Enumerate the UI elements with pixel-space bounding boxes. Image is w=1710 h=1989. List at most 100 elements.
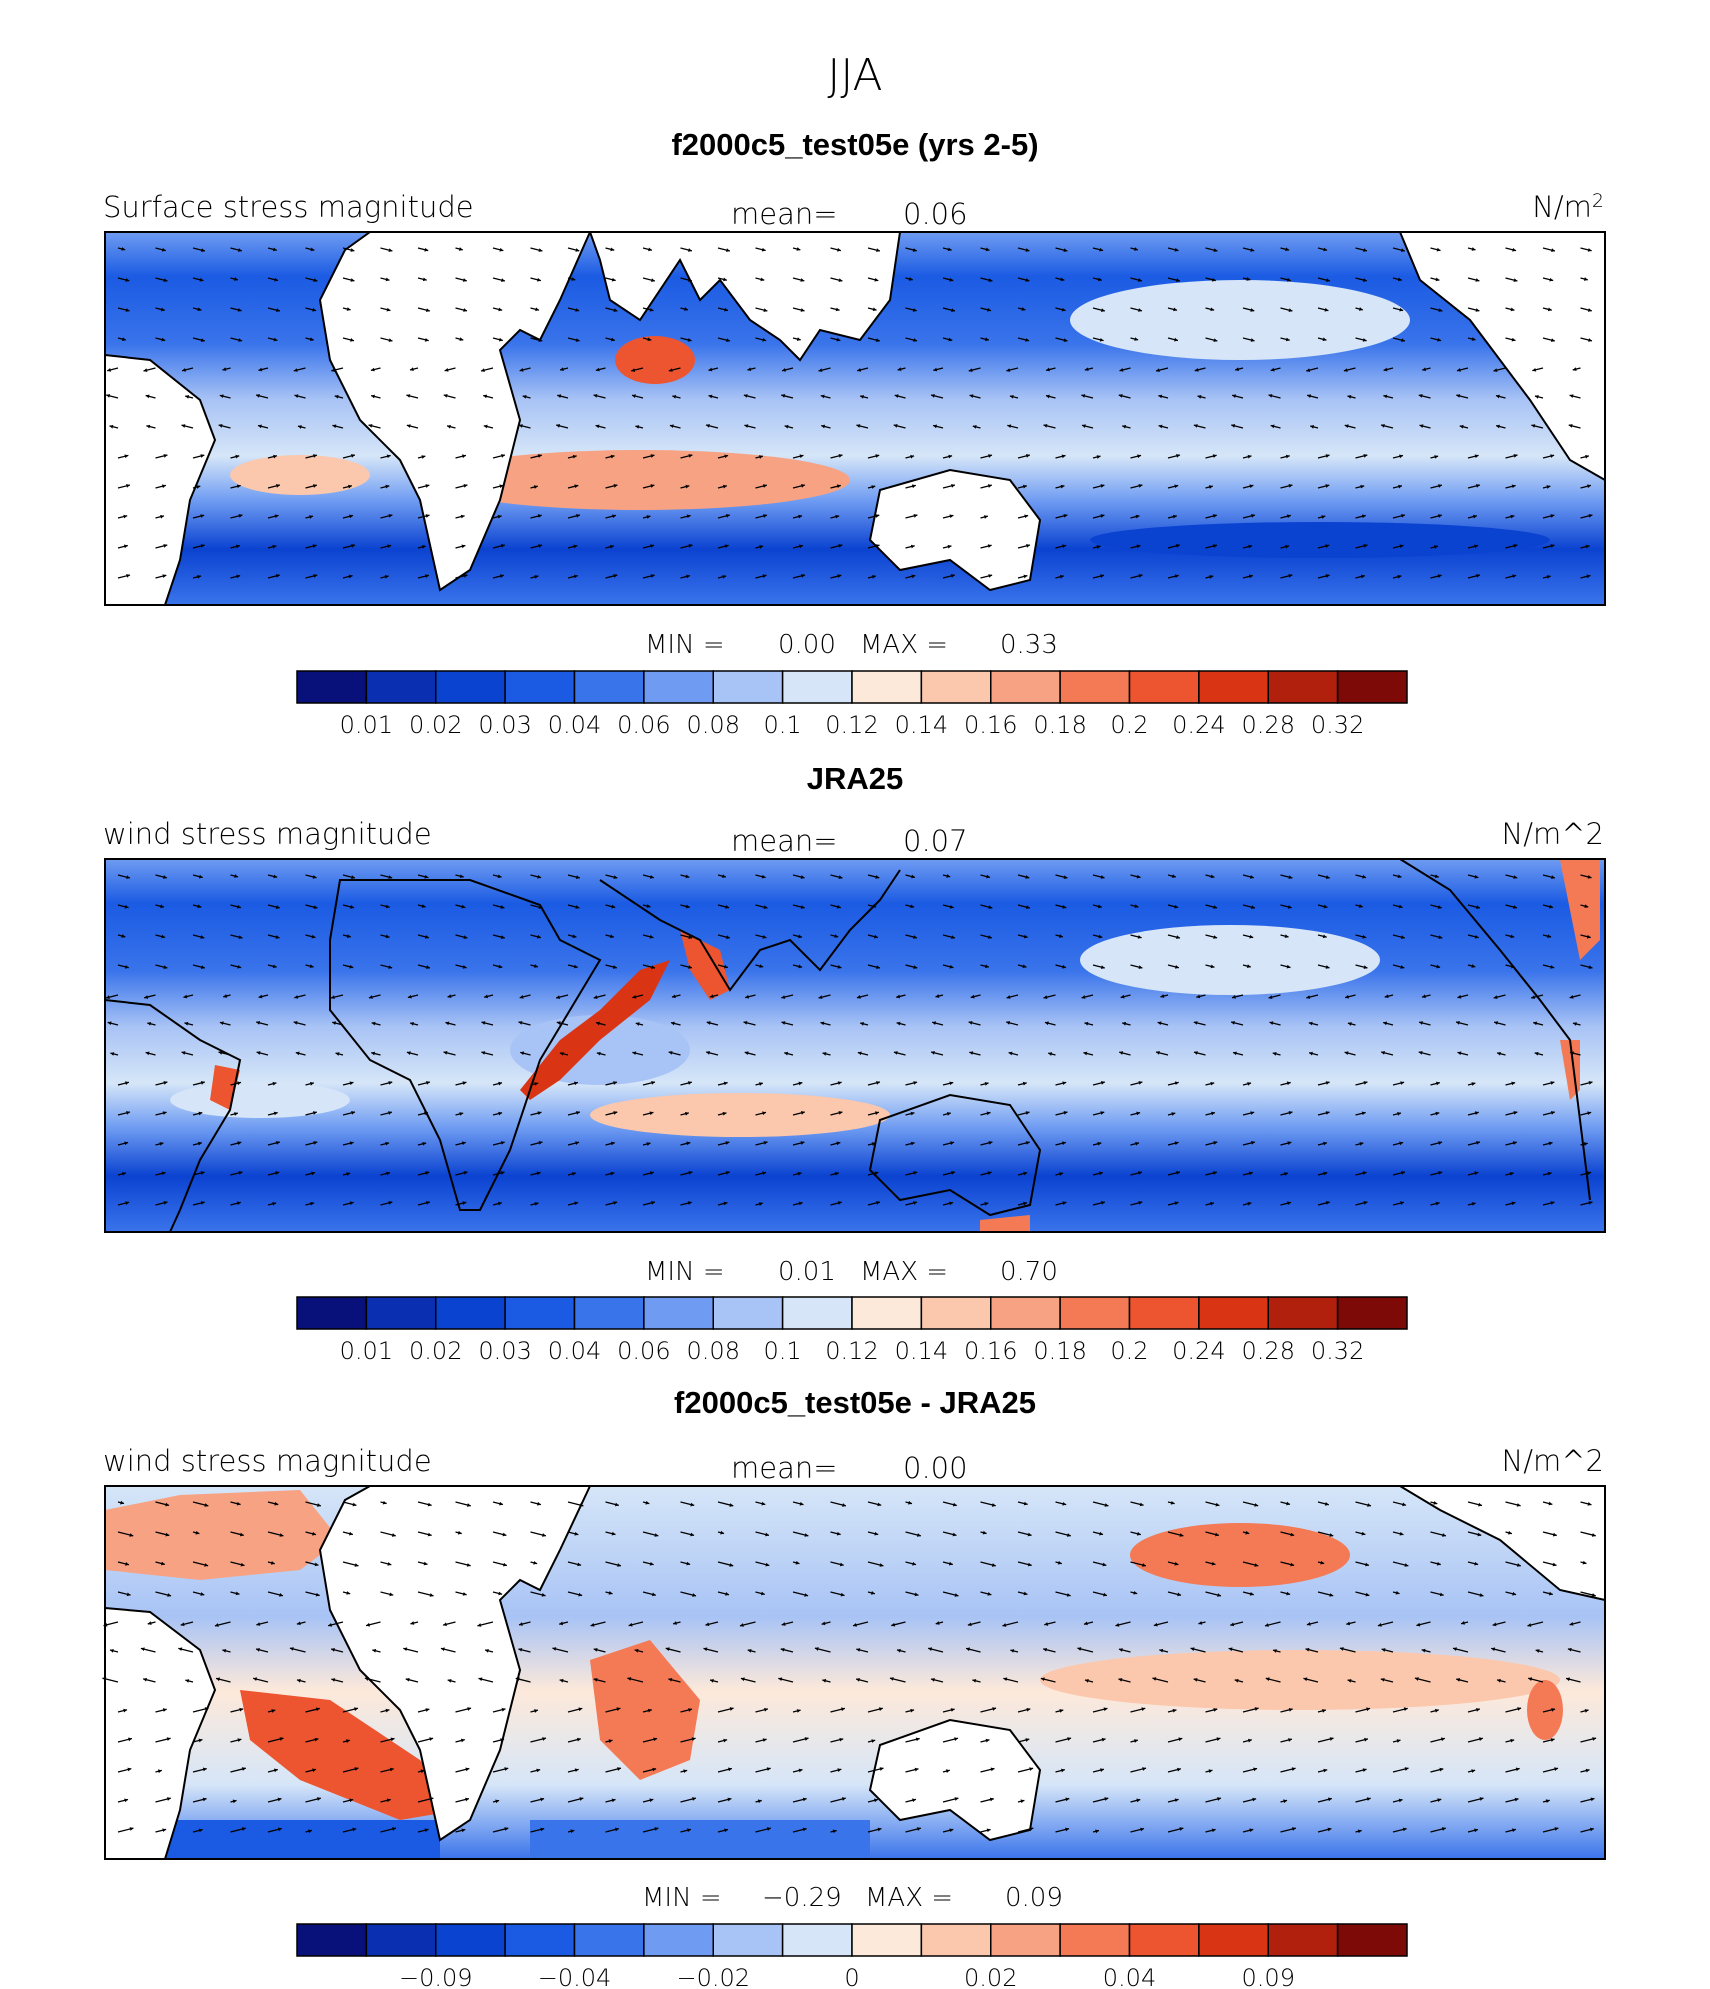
wind-vector-head [613,308,618,313]
wind-vector-head [893,1051,898,1055]
wind-vector-head [1025,278,1030,282]
wind-vector-head [462,1592,467,1596]
wind-vector-head [1329,1533,1334,1537]
wind-vector-head [1174,337,1178,342]
wind-vector-head [313,278,318,282]
panel-3-anomaly [590,1640,700,1780]
wind-vector-head [1235,367,1240,371]
wind-vector-head [801,484,805,488]
wind-vector-head [163,965,168,969]
wind-vector-head [275,574,280,578]
wind-vector-head [195,1530,200,1535]
wind-vector-head [1339,1647,1344,1651]
wind-vector-head [1097,1141,1102,1146]
wind-vector-head [312,544,317,548]
wind-vector-head [992,1707,997,1711]
wind-vector-head [1193,1051,1198,1055]
wind-vector-head [1138,1201,1143,1205]
wind-vector-head [1552,1562,1557,1567]
wind-vector-head [126,1110,130,1115]
wind-vector-head [1246,277,1251,281]
wind-vector-head [1061,1141,1066,1146]
wind-vector-head [1439,1592,1444,1597]
wind-vector-head [1305,1647,1310,1652]
wind-vector-head [1475,278,1480,282]
wind-vector-head [1290,1562,1295,1567]
colorbar-box [504,670,576,704]
wind-vector-head [1399,1531,1404,1536]
wind-vector-head [614,1827,619,1832]
wind-vector-head [256,393,260,398]
wind-vector-head [296,1621,301,1626]
wind-vector-head [559,1678,564,1683]
colorbar-tick-label: −0.09 [399,1964,473,1989]
wind-vector-head [798,1201,803,1206]
wind-vector-head [538,544,543,548]
wind-vector-head [1292,1827,1296,1831]
wind-vector-head [1512,1141,1517,1145]
wind-vector-head [933,367,938,372]
wind-vector-head [241,1827,246,1831]
wind-vector-head [109,424,114,429]
wind-vector-head [1063,338,1068,343]
wind-vector-head [652,1767,657,1772]
wind-vector-head [985,247,990,252]
wind-vector-head [799,454,804,459]
wind-vector-head [798,934,803,939]
wind-vector-head [422,1141,427,1146]
wind-vector-head [1174,574,1179,579]
wind-vector-head [948,337,953,342]
wind-vector-head [1549,277,1554,282]
wind-vector-head [1217,1593,1221,1597]
wind-vector-head [122,337,126,341]
wind-vector-head [688,278,692,282]
wind-vector-head [315,1592,320,1597]
wind-vector-head [1214,1532,1219,1537]
wind-vector-head [1511,1201,1516,1206]
wind-vector-head [1321,515,1326,519]
wind-vector-head [256,1622,261,1626]
wind-vector-head [1286,1591,1291,1596]
wind-vector-head [1322,1709,1326,1713]
wind-vector-head [928,1647,933,1652]
wind-vector-head [1141,1707,1146,1712]
wind-vector-head [202,1797,207,1802]
wind-vector-head [519,1622,523,1626]
wind-vector-head [796,1709,801,1713]
wind-vector-head [913,1201,918,1205]
wind-vector-head [1367,1503,1371,1507]
colorbar-tick-label: 0.2 [1110,711,1148,739]
wind-vector-head [1550,1081,1555,1085]
wind-vector-head [575,905,580,909]
wind-vector-head [309,1081,314,1086]
wind-vector-head [1157,1021,1162,1026]
colorbar-tick-label: 0.03 [478,711,531,739]
wind-vector-head [781,394,786,398]
wind-vector-head [950,1141,955,1145]
wind-vector-head [1438,308,1443,312]
wind-vector-head [1272,1052,1277,1056]
wind-vector-head [838,1111,843,1115]
panel-2-left-label: wind stress magnitude [103,817,432,851]
wind-vector-head [1286,1081,1291,1086]
wind-vector-head [725,1141,730,1145]
wind-vector-head [1459,424,1464,429]
wind-vector-head [406,394,411,398]
wind-vector-head [410,1621,415,1625]
wind-vector-head [1550,1738,1555,1742]
wind-vector-head [1284,934,1289,939]
wind-vector-head [871,1739,876,1743]
wind-vector-head [596,1021,600,1026]
figure-title: JJA [827,50,882,101]
wind-vector-head [972,425,977,429]
wind-vector-head [1006,368,1011,372]
wind-vector-head [610,337,615,342]
wind-vector-head [238,513,243,518]
wind-vector-head [1325,1201,1330,1205]
wind-vector-head [534,964,538,968]
wind-vector-head [461,1141,466,1146]
wind-vector-head [1457,994,1462,999]
wind-vector-head [161,934,166,939]
wind-vector-head [121,247,126,251]
colorbar-box [296,1296,368,1330]
